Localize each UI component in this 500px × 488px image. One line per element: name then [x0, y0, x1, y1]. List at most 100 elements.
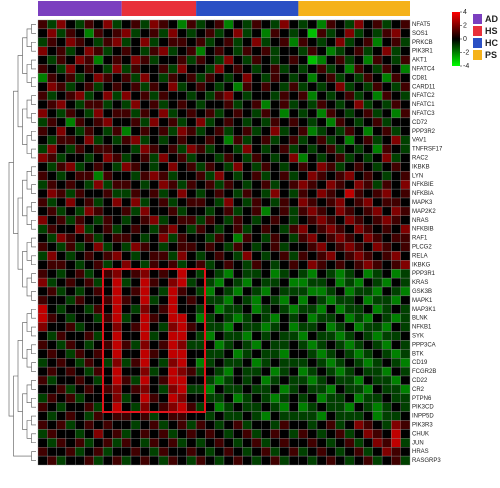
heatmap-cell — [223, 251, 234, 261]
heatmap-cell — [316, 251, 327, 261]
heatmap-cell — [186, 19, 197, 30]
heatmap-cell — [279, 402, 290, 412]
heatmap-cell — [298, 135, 308, 145]
heatmap-cell — [363, 304, 373, 314]
group-bar — [298, 1, 410, 16]
heatmap-cell — [56, 251, 67, 261]
heatmap-cell — [214, 313, 225, 323]
heatmap-cell — [121, 393, 132, 403]
heatmap-cell — [307, 277, 318, 288]
heatmap-cell — [316, 28, 327, 38]
heatmap-cell — [288, 46, 299, 56]
heatmap-cell — [158, 277, 169, 288]
heatmap-cell — [233, 384, 243, 394]
heatmap-cell — [195, 55, 206, 65]
heatmap-cell — [37, 197, 48, 208]
heatmap-cell — [233, 393, 243, 403]
heatmap-cell — [205, 206, 215, 216]
heatmap-cell — [84, 340, 94, 350]
heatmap-cell — [121, 366, 132, 377]
heatmap-cell — [112, 153, 122, 163]
heatmap-cell — [37, 46, 48, 56]
heatmap-cell — [381, 269, 392, 279]
heatmap-cell — [214, 224, 225, 234]
heatmap-cell — [251, 295, 262, 305]
heatmap-cell — [56, 197, 67, 208]
heatmap-cell — [279, 64, 290, 74]
heatmap-cell — [344, 46, 355, 56]
heatmap-cell — [279, 233, 290, 243]
heatmap-cell — [344, 55, 355, 65]
heatmap-cell — [214, 420, 225, 430]
heatmap-cell — [84, 153, 94, 163]
heatmap-cell — [130, 117, 141, 127]
heatmap-cell — [93, 206, 104, 216]
heatmap-cell — [391, 126, 401, 136]
heatmap-cell — [326, 55, 336, 65]
heatmap-cell — [316, 402, 327, 412]
heatmap-cell — [140, 117, 150, 127]
heatmap-cell — [186, 197, 197, 208]
heatmap-cell — [307, 251, 318, 261]
heatmap-cell — [279, 19, 290, 30]
heatmap-cell — [214, 269, 225, 279]
dendrogram-branch — [31, 397, 36, 408]
heatmap-cell — [391, 55, 401, 65]
heatmap-cell — [298, 349, 308, 359]
heatmap-cell — [149, 269, 160, 279]
heatmap-cell — [47, 242, 57, 252]
heatmap-cell — [242, 46, 253, 56]
heatmap-cell — [93, 420, 104, 430]
heatmap-cell — [102, 358, 113, 368]
heatmap-cell — [288, 206, 299, 216]
heatmap-cell — [261, 37, 271, 47]
heatmap-cell — [102, 162, 113, 172]
heatmap-cell — [344, 224, 355, 234]
heatmap-cell — [233, 162, 243, 172]
heatmap-cell — [233, 251, 243, 261]
heatmap-cell — [140, 402, 150, 412]
dendrogram-branch — [31, 451, 36, 461]
heatmap-cell — [233, 447, 243, 457]
heatmap-cell — [75, 162, 85, 172]
heatmap-cell — [288, 64, 299, 74]
heatmap-cell — [391, 402, 401, 412]
heatmap-cell — [93, 224, 104, 234]
heatmap-cell — [400, 233, 411, 243]
heatmap-cell — [37, 171, 48, 181]
heatmap-cell — [223, 384, 234, 394]
heatmap-cell — [75, 420, 85, 430]
heatmap-cell — [168, 420, 178, 430]
heatmap-cell — [223, 180, 234, 190]
heatmap-cell — [251, 126, 262, 136]
row-label: PRKCB — [412, 40, 433, 46]
heatmap-cell — [233, 19, 243, 30]
heatmap-cell — [177, 99, 187, 110]
heatmap-cell — [205, 420, 215, 430]
heatmap-cell — [177, 73, 187, 83]
heatmap-cell — [223, 28, 234, 38]
heatmap-cell — [112, 117, 122, 127]
heatmap-cell — [335, 411, 346, 421]
heatmap-cell — [37, 358, 48, 368]
heatmap-cell — [354, 313, 364, 323]
heatmap-cell — [75, 455, 85, 466]
heatmap-cell — [93, 73, 104, 83]
heatmap-cell — [326, 91, 336, 101]
heatmap-cell — [372, 242, 383, 252]
heatmap-cell — [149, 420, 160, 430]
heatmap-cell — [149, 197, 160, 208]
heatmap-cell — [84, 295, 94, 305]
heatmap-cell — [223, 197, 234, 208]
heatmap-cell — [205, 99, 215, 110]
heatmap-cell — [251, 375, 262, 386]
heatmap-cell — [168, 286, 178, 297]
heatmap-cell — [363, 91, 373, 101]
heatmap-cell — [381, 402, 392, 412]
heatmap-cell — [75, 429, 85, 439]
heatmap-cell — [270, 206, 280, 216]
heatmap-cell — [363, 55, 373, 65]
heatmap-cell — [261, 313, 271, 323]
heatmap-cell — [288, 126, 299, 136]
heatmap-cell — [233, 438, 243, 448]
